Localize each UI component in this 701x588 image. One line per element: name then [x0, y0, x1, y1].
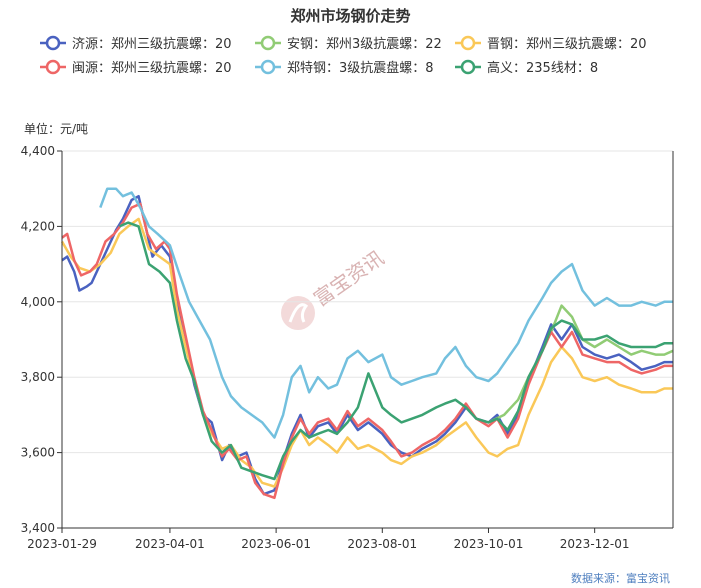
legend-label: 晋钢：郑州三级抗震螺：20 — [487, 37, 647, 52]
y-tick-label: 4,400 — [21, 144, 55, 158]
y-tick-label: 4,200 — [21, 219, 55, 233]
legend-label: 闽源：郑州三级抗震螺：20 — [72, 61, 232, 76]
y-tick-label: 3,400 — [21, 521, 55, 535]
x-tick-label: 2023-06-01 — [241, 537, 311, 551]
legend-label: 郑特钢：3级抗震盘螺：8 — [287, 60, 434, 76]
legend-label: 安钢：郑州3级抗震螺：22 — [287, 37, 442, 52]
y-tick-label: 3,800 — [21, 370, 55, 384]
y-axis: 3,400 3,600 3,800 4,000 4,200 4,400 — [21, 144, 62, 535]
legend-label: 高义：235线材：8 — [487, 60, 598, 76]
legend-item-2[interactable]: 安钢：郑州3级抗震螺：22 — [255, 35, 442, 52]
watermark-leaf-icon — [288, 303, 309, 323]
plot-frame — [61, 151, 674, 529]
legend-item-5[interactable]: 郑特钢：3级抗震盘螺：8 — [255, 59, 434, 76]
legend-marker-icon — [45, 35, 61, 51]
series-lines — [60, 187, 674, 500]
legend-marker-icon — [45, 59, 61, 75]
legend-item-4[interactable]: 闽源：郑州三级抗震螺：20 — [40, 59, 232, 76]
y-tick-label: 3,600 — [21, 446, 55, 460]
series-line-6 — [118, 221, 673, 481]
series-line-5 — [99, 187, 673, 439]
legend-marker-icon — [460, 35, 476, 51]
legend-item-6[interactable]: 高义：235线材：8 — [455, 59, 598, 76]
legend-marker-icon — [260, 59, 276, 75]
data-source: 数据来源：富宝资讯 — [571, 571, 670, 585]
y-axis-unit: 单位：元/吨 — [24, 121, 88, 136]
series-line-2 — [487, 304, 674, 424]
x-axis: 2023-01-29 2023-04-01 2023-06-01 2023-08-01… — [27, 528, 630, 551]
watermark-text: 富宝资讯 — [309, 246, 388, 312]
x-tick-label: 2023-04-01 — [135, 537, 205, 551]
grid — [62, 150, 673, 529]
watermark-logo-icon — [281, 296, 315, 330]
x-tick-label: 2023-10-01 — [454, 537, 524, 551]
chart-title: 郑州市场钢价走势 — [290, 7, 410, 25]
y-tick-label: 4,000 — [21, 295, 55, 309]
x-tick-label: 2023-01-29 — [27, 537, 97, 551]
series-line-4 — [61, 202, 673, 500]
series-line-1 — [61, 194, 673, 496]
x-tick-label: 2023-12-01 — [560, 537, 630, 551]
watermark: 富宝资讯 — [281, 246, 388, 330]
legend-marker-icon — [260, 35, 276, 51]
legend-marker-icon — [460, 59, 476, 75]
legend-label: 济源：郑州三级抗震螺：20 — [72, 37, 232, 52]
legend-item-3[interactable]: 晋钢：郑州三级抗震螺：20 — [455, 35, 647, 52]
legend[interactable]: 济源：郑州三级抗震螺：20 安钢：郑州3级抗震螺：22 晋钢：郑州三级抗震螺：20 闽… — [40, 35, 647, 76]
x-tick-label: 2023-08-01 — [347, 537, 417, 551]
legend-item-1[interactable]: 济源：郑州三级抗震螺：20 — [40, 35, 232, 52]
